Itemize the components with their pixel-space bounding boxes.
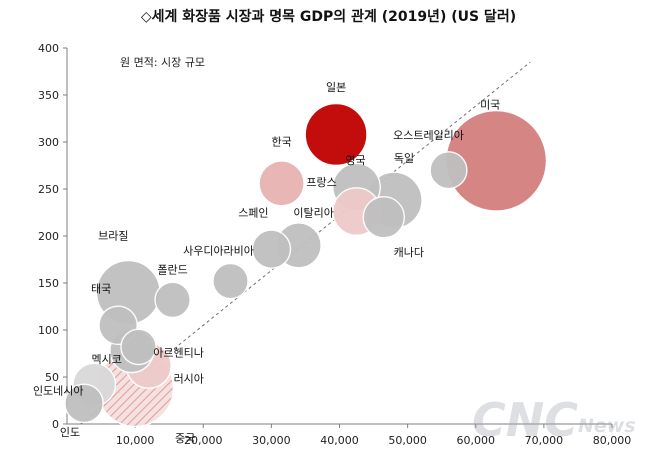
point-label: 브라질 [98,230,128,243]
point-label: 태국 [91,283,111,296]
y-tick-label: 400 [38,42,59,55]
y-tick-label: 300 [38,136,59,149]
y-tick-label: 200 [38,230,59,243]
point-label: 멕시코 [92,353,122,366]
area-note: 원 면적: 시장 규모 [120,56,205,69]
y-tick-label: 50 [45,371,59,384]
bubble-일본 [304,102,368,167]
point-label: 캐나다 [394,246,424,259]
y-tick-label: 150 [38,277,59,290]
bubble-아르헨티나 [120,328,157,366]
bubble-오스트레일리아 [429,151,468,190]
point-label: 미국 [480,99,500,112]
bubble-캐나다 [362,195,406,239]
point-label: 러시아 [174,373,204,386]
x-tick-label: 80,000 [593,434,632,447]
x-tick-label: 50,000 [388,434,427,447]
x-tick-label: 20,000 [184,434,223,447]
y-tick-label: 0 [52,418,59,431]
bubble-폴란드 [154,281,191,319]
point-label: 사우디아라비아 [183,245,254,258]
bubble-스페인 [251,229,292,269]
bubble-한국 [258,160,305,207]
point-label: 인도 [60,426,80,439]
point-label: 인도네시아 [33,385,84,398]
x-tick-label: 70,000 [525,434,564,447]
svg-text:News: News [578,415,636,437]
y-tick-label: 350 [38,89,59,102]
point-label: 한국 [271,135,291,148]
point-label: 오스트레일리아 [393,128,464,142]
point-label: 이탈리아 [293,206,333,219]
point-label: 폴란드 [157,263,187,276]
svg-text:CNC: CNC [472,393,578,447]
bubble-인도 [64,383,104,424]
chart-title: ◇세계 화장품 시장과 명목 GDP의 관계 (2019년) (US 달러) [140,9,517,25]
cnc-news-watermark: CNC News [472,393,636,447]
x-tick-label: 30,000 [252,434,291,447]
point-label: 프랑스 [306,176,336,189]
point-label: 영국 [345,154,365,167]
x-tick-label: 40,000 [320,434,359,447]
point-label: 아르헨티나 [153,347,204,360]
point-label: 스페인 [238,207,268,220]
point-label: 중국 [175,432,195,445]
bubble-사우디아라비아 [212,262,249,300]
point-label: 일본 [326,80,346,94]
y-tick-label: 100 [38,324,59,337]
x-tick-label: 10,000 [116,434,155,447]
y-tick-label: 250 [38,183,59,196]
point-label: 독일 [394,151,414,165]
x-tick-label: 60,000 [457,434,496,447]
